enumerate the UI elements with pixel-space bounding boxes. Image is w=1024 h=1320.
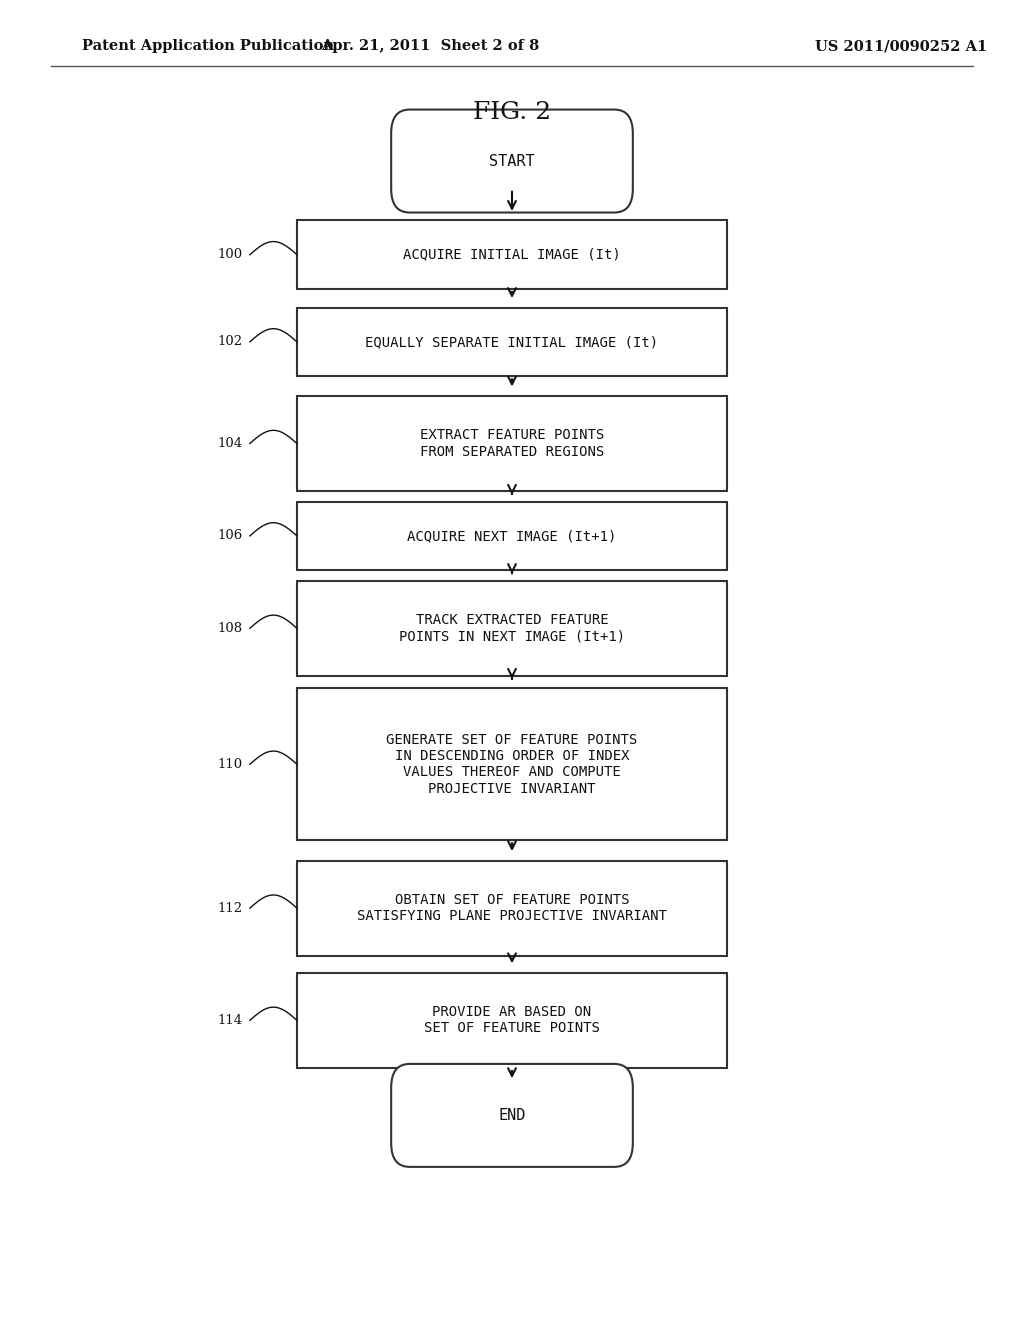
Text: EQUALLY SEPARATE INITIAL IMAGE (It): EQUALLY SEPARATE INITIAL IMAGE (It) bbox=[366, 335, 658, 348]
Text: ACQUIRE INITIAL IMAGE (It): ACQUIRE INITIAL IMAGE (It) bbox=[403, 248, 621, 261]
Bar bbox=[297, 308, 727, 376]
Text: 104: 104 bbox=[217, 437, 243, 450]
Bar bbox=[297, 861, 727, 956]
Text: OBTAIN SET OF FEATURE POINTS
SATISFYING PLANE PROJECTIVE INVARIANT: OBTAIN SET OF FEATURE POINTS SATISFYING … bbox=[357, 894, 667, 923]
Text: 112: 112 bbox=[217, 902, 243, 915]
Text: START: START bbox=[489, 153, 535, 169]
Bar bbox=[297, 502, 727, 570]
Text: 108: 108 bbox=[217, 622, 243, 635]
Text: END: END bbox=[499, 1107, 525, 1123]
Text: Apr. 21, 2011  Sheet 2 of 8: Apr. 21, 2011 Sheet 2 of 8 bbox=[321, 40, 540, 53]
Text: EXTRACT FEATURE POINTS
FROM SEPARATED REGIONS: EXTRACT FEATURE POINTS FROM SEPARATED RE… bbox=[420, 429, 604, 458]
Text: ACQUIRE NEXT IMAGE (It+1): ACQUIRE NEXT IMAGE (It+1) bbox=[408, 529, 616, 543]
Bar bbox=[297, 396, 727, 491]
Text: FIG. 2: FIG. 2 bbox=[473, 100, 551, 124]
Bar bbox=[297, 581, 727, 676]
Bar bbox=[297, 220, 727, 289]
Bar bbox=[297, 973, 727, 1068]
FancyBboxPatch shape bbox=[391, 110, 633, 213]
Text: Patent Application Publication: Patent Application Publication bbox=[82, 40, 334, 53]
Bar bbox=[297, 689, 727, 841]
Text: GENERATE SET OF FEATURE POINTS
IN DESCENDING ORDER OF INDEX
VALUES THEREOF AND C: GENERATE SET OF FEATURE POINTS IN DESCEN… bbox=[386, 733, 638, 796]
Text: 100: 100 bbox=[217, 248, 243, 261]
Text: 114: 114 bbox=[217, 1014, 243, 1027]
Text: TRACK EXTRACTED FEATURE
POINTS IN NEXT IMAGE (It+1): TRACK EXTRACTED FEATURE POINTS IN NEXT I… bbox=[399, 614, 625, 643]
Text: US 2011/0090252 A1: US 2011/0090252 A1 bbox=[815, 40, 987, 53]
Text: 106: 106 bbox=[217, 529, 243, 543]
FancyBboxPatch shape bbox=[391, 1064, 633, 1167]
Text: PROVIDE AR BASED ON
SET OF FEATURE POINTS: PROVIDE AR BASED ON SET OF FEATURE POINT… bbox=[424, 1006, 600, 1035]
Text: 102: 102 bbox=[217, 335, 243, 348]
Text: 110: 110 bbox=[217, 758, 243, 771]
